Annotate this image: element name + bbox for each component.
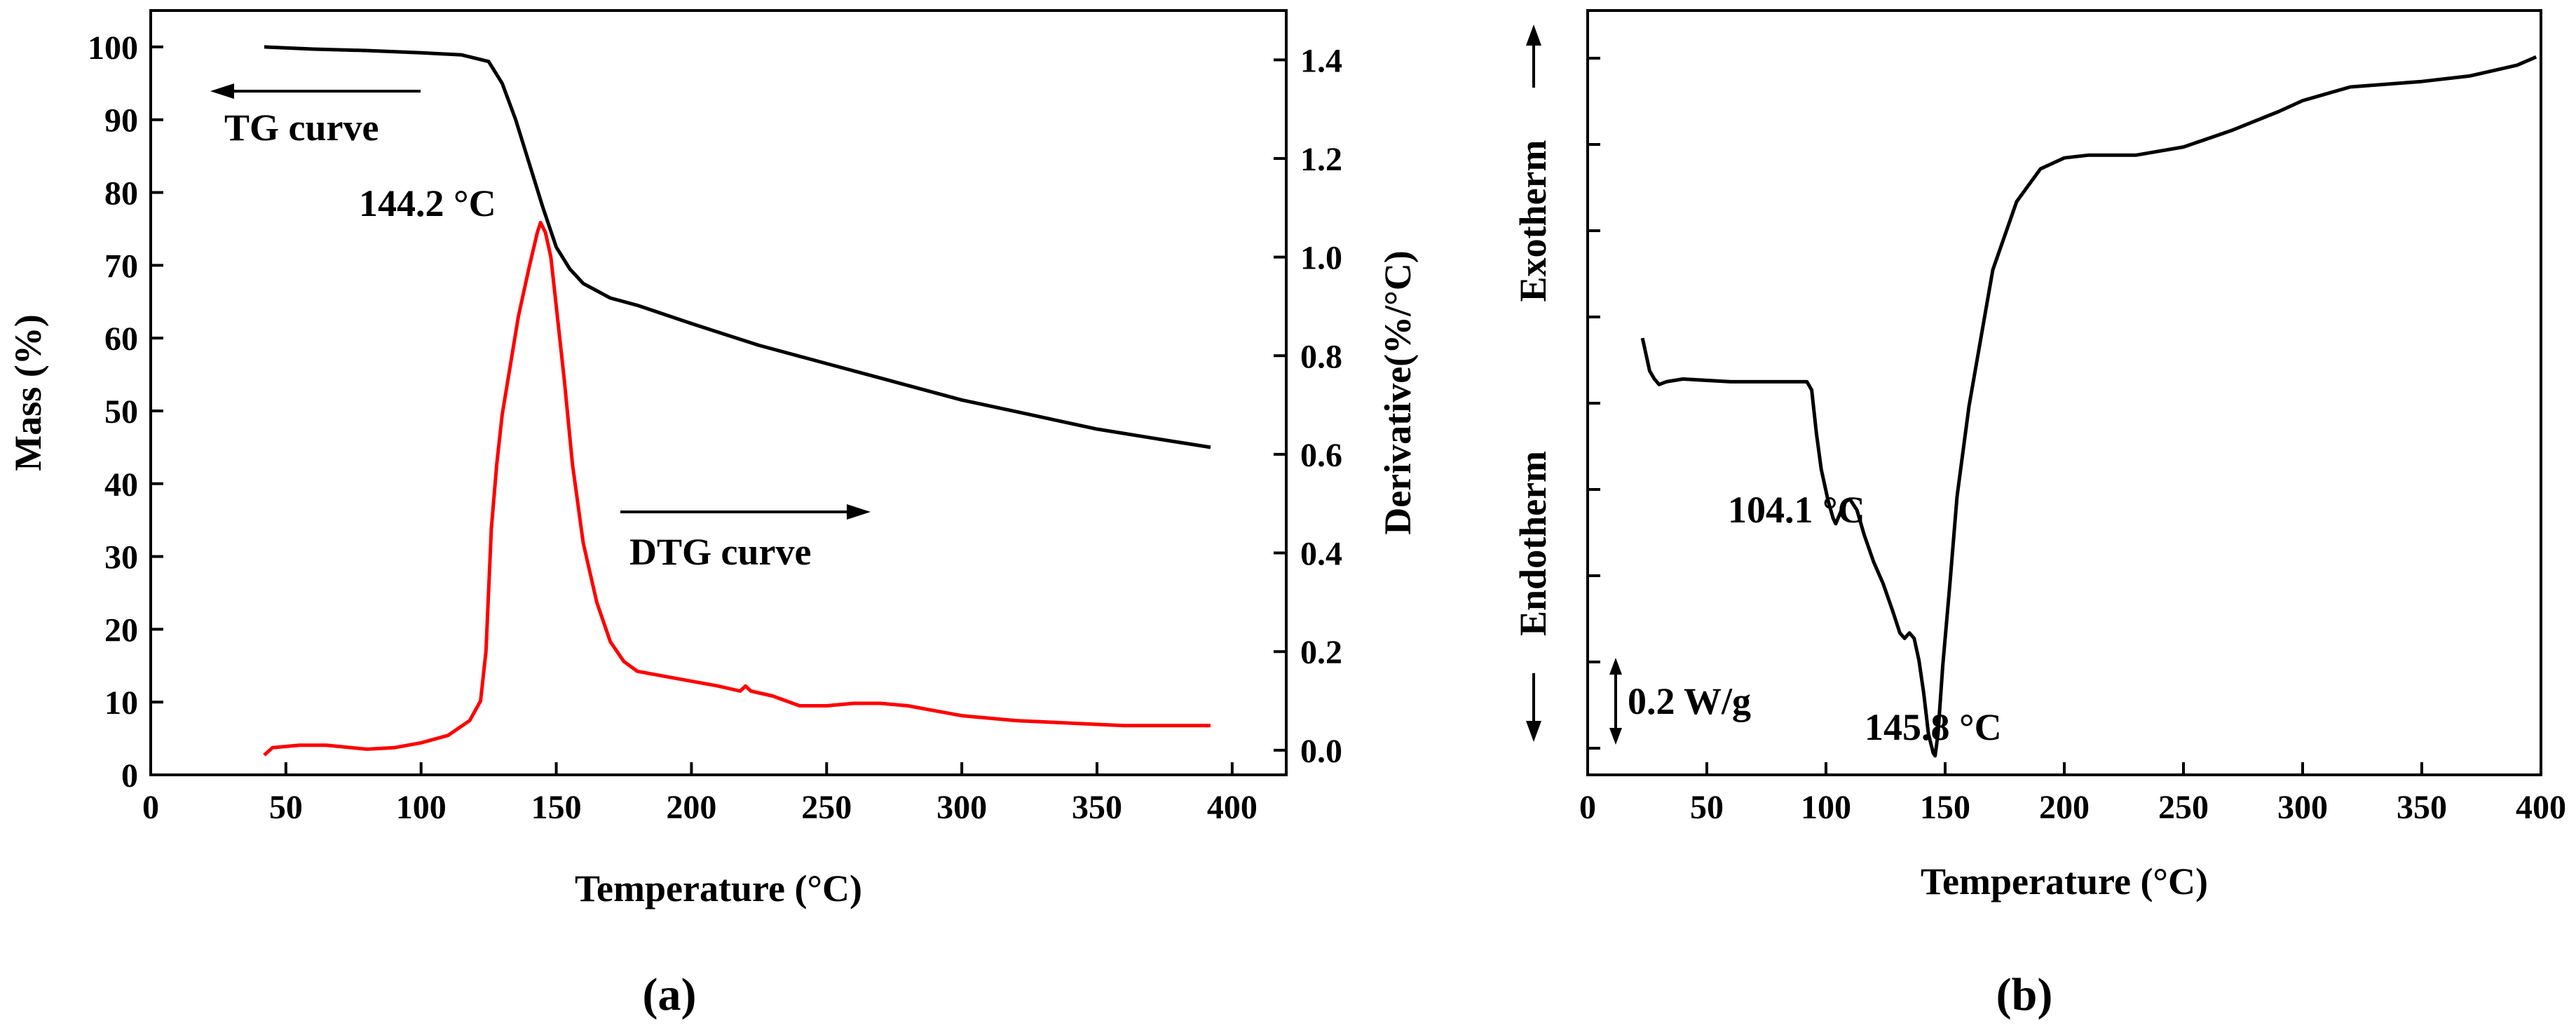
panel-a-left-y-tick-label: 40 [104, 466, 138, 503]
panel-a-x-tick-label: 150 [531, 789, 582, 826]
panel-a-right-y-tick-label: 0.8 [1300, 338, 1342, 375]
panel-b-x-tick-label: 200 [2039, 789, 2090, 826]
panel-a-right-y-tick-label: 1.4 [1300, 42, 1342, 79]
panel-a-left-y-tick-label: 70 [104, 248, 138, 285]
panel-a-left-y-tick-label: 30 [104, 539, 138, 576]
tg-arrowhead-icon [210, 83, 234, 99]
panel-a-right-y-ticks: 0.0 0.2 0.4 0.6 0.8 1.0 1.2 1.4 [1274, 42, 1342, 770]
panel-a-x-tick-label: 200 [666, 789, 716, 826]
panel-a-label: (a) [643, 969, 697, 1020]
panel-b-x-tick-label: 100 [1801, 789, 1851, 826]
panel-a-x-tick-label: 350 [1072, 789, 1122, 826]
panel-a-left-y-tick-label: 80 [104, 175, 138, 212]
panel-b-plot-frame [1586, 9, 2542, 776]
panel-b-label: (b) [1996, 969, 2053, 1020]
dsc-curve-line [1640, 55, 2537, 758]
panel-b-x-ticks: 0 50 100 150 200 250 300 350 400 [1579, 762, 2566, 826]
dtg-curve-line [263, 220, 1211, 757]
panel-b-x-axis-label: Temperature (°C) [1921, 860, 2208, 902]
tg-curve-label: TG curve [224, 107, 379, 149]
dsc-peak-1-label: 104.1 °C [1728, 489, 1865, 531]
panel-a-right-y-tick-label: 0.0 [1300, 733, 1342, 770]
panel-a-x-tick-label: 100 [396, 789, 447, 826]
scale-bar-bottom-arrowhead [1609, 728, 1622, 745]
panel-a-x-ticks: 0 50 100 150 200 250 300 350 400 [142, 762, 1258, 826]
panel-a-x-tick-label: 250 [801, 789, 852, 826]
endotherm-arrowhead-icon [1526, 721, 1541, 742]
dtg-arrowhead-icon [847, 504, 871, 520]
panel-b-x-tick-label: 50 [1690, 789, 1724, 826]
panel-b-curves [1640, 55, 2537, 758]
panel-a-x-tick-label: 0 [142, 789, 159, 826]
panel-a-right-y-axis-label: Derivative(%/°C) [1377, 250, 1419, 534]
panel-a-left-y-tick-label: 60 [104, 320, 138, 358]
panel-b-x-tick-label: 300 [2277, 789, 2328, 826]
panel-a-left-y-tick-label: 90 [104, 102, 138, 140]
endotherm-label: Endotherm [1512, 451, 1554, 636]
exotherm-arrowhead-icon [1526, 25, 1541, 46]
panel-a-left-y-tick-label: 50 [104, 393, 138, 431]
panel-b-x-tick-label: 150 [1920, 789, 1970, 826]
panel-a-left-y-axis-label: Mass (%) [7, 314, 49, 471]
panel-a-right-y-tick-label: 1.0 [1300, 240, 1342, 277]
panel-a-curves [263, 45, 1211, 757]
panel-a-left-y-ticks: 0 10 20 30 40 50 60 70 80 90 100 [88, 29, 163, 794]
panel-b-x-tick-label: 0 [1579, 789, 1596, 826]
dsc-peak-2-label: 145.8 °C [1865, 706, 2002, 748]
dtg-peak-label: 144.2 °C [359, 182, 496, 224]
panel-b-y-ticks [1588, 57, 1600, 750]
panel-b-x-tick-label: 350 [2397, 789, 2447, 826]
panel-a-right-y-tick-label: 0.4 [1300, 536, 1342, 573]
panel-a-x-axis-label: Temperature (°C) [575, 867, 862, 909]
dtg-curve-label: DTG curve [629, 531, 811, 573]
exotherm-label: Exotherm [1512, 140, 1554, 302]
panel-a-x-tick-label: 400 [1207, 789, 1258, 826]
scale-bar-label: 0.2 W/g [1628, 680, 1751, 722]
panel-a-plot-frame [149, 9, 1288, 776]
panel-a-left-y-tick-label: 10 [104, 684, 138, 722]
panel-a-left-y-tick-label: 100 [88, 29, 138, 67]
panel-a-x-tick-label: 50 [269, 789, 303, 826]
panel-b-x-tick-label: 400 [2516, 789, 2566, 826]
scale-bar-top-arrowhead [1609, 658, 1622, 675]
panel-b-x-tick-label: 250 [2158, 789, 2209, 826]
panel-a-chart: 0 50 100 150 200 250 300 350 400 0 10 20 30 40 50 60 70… [7, 9, 1419, 909]
tg-curve-line [264, 45, 1211, 449]
panel-b-chart: 0 50 100 150 200 250 300 350 400 Temperature (°C… [1512, 9, 2566, 902]
panel-a-left-y-tick-label: 0 [121, 757, 138, 794]
panel-a-right-y-tick-label: 1.2 [1300, 141, 1342, 178]
panel-a-left-y-tick-label: 20 [104, 611, 138, 649]
panel-a-right-y-tick-label: 0.6 [1300, 437, 1342, 474]
panel-a-x-tick-label: 300 [936, 789, 987, 826]
panel-a-right-y-tick-label: 0.2 [1300, 634, 1342, 671]
